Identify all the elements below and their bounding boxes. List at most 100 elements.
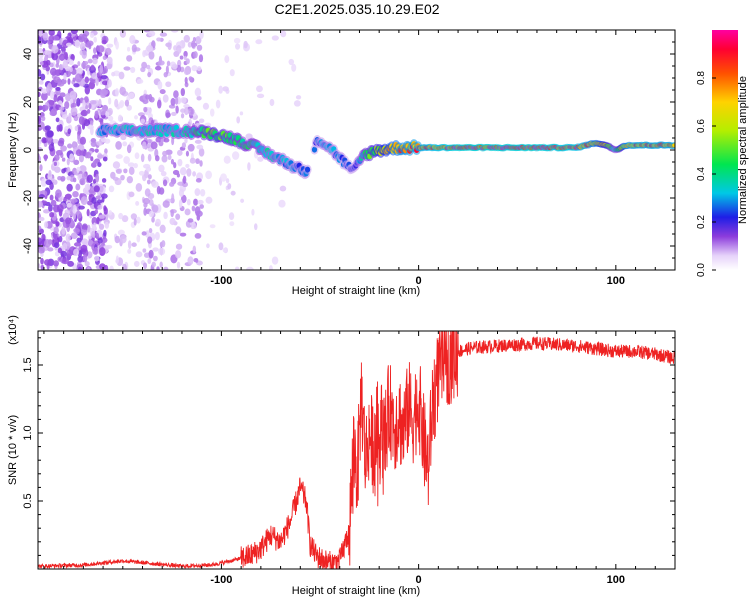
spectrogram-speckle xyxy=(86,208,90,217)
spectrogram-speckle xyxy=(72,141,76,147)
spectrogram-speckle xyxy=(156,266,160,270)
spectrogram-speckle xyxy=(251,208,255,216)
spectrogram-speckle xyxy=(106,56,113,65)
spectrogram-speckle xyxy=(97,45,105,53)
spectrogram-speckle xyxy=(192,171,197,177)
spectrogram-speckle xyxy=(115,87,119,97)
spectrogram-speckle xyxy=(96,141,103,146)
spectrogram-speckle xyxy=(111,71,116,77)
spectrogram-speckle xyxy=(58,235,63,243)
spectrogram-speckle xyxy=(79,178,86,186)
spectrogram-speckle xyxy=(149,96,155,103)
spectrogram-speckle xyxy=(91,72,98,80)
spectrogram-speckle xyxy=(81,50,87,59)
spectrogram-speckle xyxy=(93,36,97,43)
spectrogram-speckle xyxy=(97,162,102,168)
spectrogram-speckle xyxy=(135,251,143,258)
spectrogram-speckle xyxy=(145,94,150,100)
spectrogram-speckle xyxy=(181,142,187,149)
spectrogram-speckle xyxy=(38,154,41,163)
spectrogram-speckle xyxy=(199,204,205,209)
spectrogram-speckle xyxy=(161,240,166,248)
spectrogram-speckle xyxy=(69,153,74,162)
spectrogram-speckle xyxy=(194,87,202,97)
spectrogram-speckle xyxy=(173,162,177,169)
spectrogram-speckle xyxy=(115,40,119,50)
spectrogram-speckle xyxy=(70,198,78,203)
spectrogram-speckle xyxy=(185,66,189,75)
y-tick-label: -40 xyxy=(22,238,34,254)
spectrogram-speckle xyxy=(202,102,210,110)
spectrogram-speckle xyxy=(51,45,59,54)
spectrogram-speckle xyxy=(66,143,73,149)
spectrogram-speckle xyxy=(77,255,83,263)
spectrogram-speckle xyxy=(159,224,166,234)
spectrogram-speckle xyxy=(95,173,100,183)
spectrogram-speckle xyxy=(148,51,155,60)
spectrogram-speckle xyxy=(279,185,287,192)
spectrogram-speckle xyxy=(185,163,190,168)
spectrogram-speckle xyxy=(81,228,88,236)
spectrogram-speckle xyxy=(195,178,202,183)
spectrogram-speckle xyxy=(73,115,79,122)
spectrogram-speckle xyxy=(43,209,50,214)
spectrogram-speckle xyxy=(143,262,148,269)
spectrogram-speckle xyxy=(49,211,55,218)
spectrogram-speckle xyxy=(64,101,70,109)
spectrogram-speckle xyxy=(84,85,91,95)
spectrogram-speckle xyxy=(136,216,141,224)
y-tick-label: 0.5 xyxy=(22,493,34,508)
spectrogram-speckle xyxy=(134,115,139,120)
spectrogram-speckle xyxy=(147,174,152,180)
spectrogram-speckle xyxy=(40,257,44,265)
spectrogram-speckle xyxy=(65,42,72,47)
spectrogram-speckle xyxy=(146,64,151,70)
spectrogram-speckle xyxy=(53,226,59,235)
spectrogram-speckle xyxy=(155,218,161,227)
spectrogram-speckle xyxy=(158,164,165,173)
spectrogram-speckle xyxy=(180,87,186,97)
spectrogram-speckle xyxy=(135,182,143,192)
spectrogram-speckle xyxy=(101,39,107,45)
spectrogram-speckle xyxy=(157,99,162,109)
spectrogram-speckle xyxy=(196,95,202,101)
spectrogram-speckle xyxy=(61,168,66,174)
spectrogram-y-label: Frequency (Hz) xyxy=(7,112,19,188)
spectrogram-speckle xyxy=(183,34,190,43)
spectrogram-speckle xyxy=(104,138,111,144)
spectrogram-speckle xyxy=(120,174,125,181)
spectrogram-speckle xyxy=(58,197,63,203)
spectrogram-speckle xyxy=(49,62,54,68)
spectrogram-speckle xyxy=(119,86,126,96)
spectrogram-speckle xyxy=(46,85,50,93)
spectrogram-speckle xyxy=(131,44,137,53)
spectrogram-speckle xyxy=(142,248,147,253)
spectrogram-speckle xyxy=(147,72,152,78)
spectrogram-speckle xyxy=(55,63,60,68)
spectrogram-speckle xyxy=(143,30,151,33)
spectrogram-speckle xyxy=(169,181,175,187)
spectrogram-speckle xyxy=(257,156,264,162)
spectrogram-speckle xyxy=(74,73,83,83)
spectrogram-speckle xyxy=(38,147,43,152)
x-tick-label: 0 xyxy=(416,275,422,287)
spectrogram-speckle xyxy=(55,117,60,123)
spectrogram-speckle xyxy=(48,30,55,36)
spectrogram-speckle xyxy=(50,178,56,183)
spectrogram-speckle xyxy=(180,97,187,104)
spectrogram-speckle xyxy=(61,225,66,235)
spectrogram-ridge-cell xyxy=(304,166,311,173)
y-tick-label: 1.0 xyxy=(22,425,34,440)
spectrogram-speckle xyxy=(146,44,154,53)
spectrogram-speckle xyxy=(128,92,135,99)
spectrogram-speckle xyxy=(60,145,67,152)
spectrogram-speckle xyxy=(190,109,194,115)
spectrogram-speckle xyxy=(128,191,135,198)
spectrogram-speckle xyxy=(44,221,49,229)
spectrogram-speckle xyxy=(44,125,51,131)
spectrogram-speckle xyxy=(99,247,106,257)
y-tick-label: 40 xyxy=(22,48,34,60)
spectrogram-speckle xyxy=(199,160,203,167)
spectrogram-speckle xyxy=(92,57,98,65)
colorbar-tick-label: 0.0 xyxy=(696,263,707,277)
